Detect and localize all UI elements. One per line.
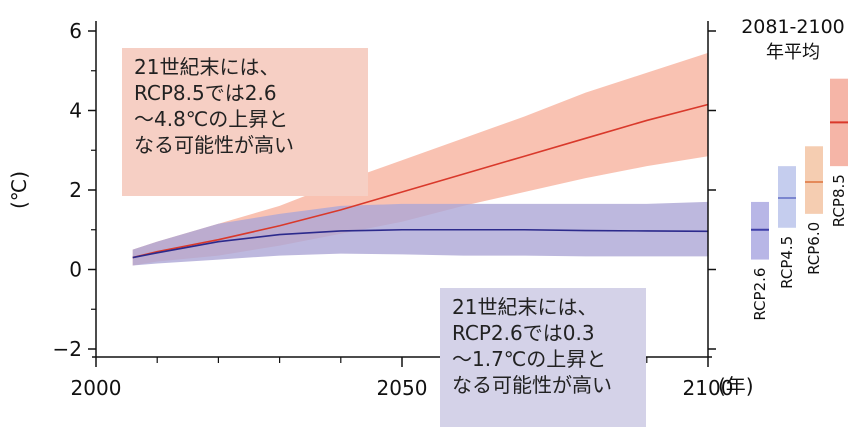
- annotation-rcp85: 21世紀末には、 RCP8.5では2.6 ～4.8℃の上昇と なる可能性が高い: [122, 48, 368, 196]
- annotation-line: 21世紀末には、: [452, 295, 598, 319]
- x-axis-label: (年): [718, 374, 754, 398]
- uncertainty-bands: [132, 52, 709, 266]
- x-tick-label: 2000: [71, 376, 122, 400]
- side-panel-title-label: 年平均: [766, 42, 820, 63]
- y-tick-label: 6: [69, 19, 82, 43]
- band-rcp26: [132, 201, 709, 266]
- y-axis-label: (℃): [7, 171, 31, 209]
- annotation-line: RCP8.5では2.6: [134, 81, 277, 105]
- side-bar-label: RCP4.5: [778, 236, 796, 289]
- y-tick-label: 0: [69, 258, 82, 282]
- side-bar-label: RCP2.6: [751, 268, 769, 321]
- annotation-line: ～1.7℃の上昇と: [452, 347, 607, 371]
- annotation-rcp26: 21世紀末には、 RCP2.6では0.3 ～1.7℃の上昇と なる可能性が高い: [440, 288, 646, 427]
- mean-line-rcp85: [132, 103, 709, 259]
- side-panel: RCP2.6 RCP4.5 RCP6.0 RCP8.5: [751, 78, 848, 321]
- mean-lines: [132, 103, 709, 259]
- side-panel-title: 2081-2100 年平均: [722, 16, 864, 64]
- mean-line-rcp26: [132, 228, 709, 259]
- axes: −2 0 2 4 6 2000 2050 2100(年) (℃): [7, 19, 754, 400]
- y-tick-label: −2: [53, 337, 82, 361]
- annotation-line: 21世紀末には、: [134, 55, 280, 79]
- annotation-line: なる可能性が高い: [134, 133, 294, 157]
- side-panel-title-period: 2081-2100: [741, 16, 845, 38]
- annotation-line: RCP2.6では0.3: [452, 321, 595, 345]
- y-tick-label: 2: [69, 178, 82, 202]
- annotation-line: なる可能性が高い: [452, 373, 612, 397]
- side-bar-label: RCP8.5: [830, 174, 848, 227]
- annotation-line: ～4.8℃の上昇と: [134, 107, 289, 131]
- side-bar-label: RCP6.0: [805, 222, 823, 275]
- band-rcp85: [132, 52, 709, 266]
- side-bar-rcp60: [805, 146, 823, 214]
- y-tick-label: 4: [69, 99, 82, 123]
- x-tick-label: 2050: [377, 376, 428, 400]
- x-tick-label: 2100: [683, 376, 734, 400]
